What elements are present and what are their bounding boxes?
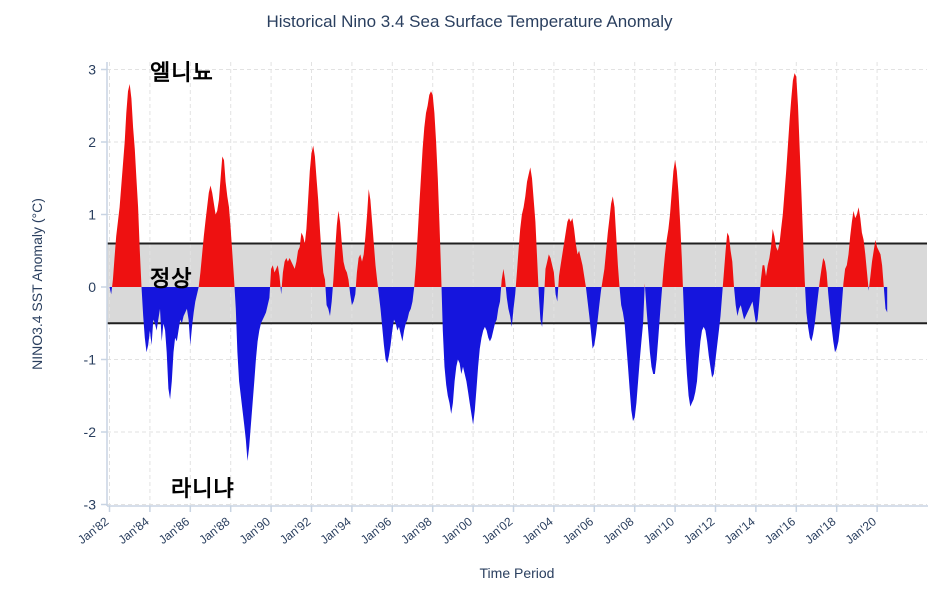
chart-title: Historical Nino 3.4 Sea Surface Temperat… — [266, 12, 673, 31]
x-tick-label: Jan'10 — [641, 514, 677, 547]
x-axis-title: Time Period — [479, 565, 555, 581]
x-tick-label: Jan'96 — [358, 514, 394, 547]
la-nina-annotation: 라니냐 — [171, 476, 235, 501]
x-tick-label: Jan'06 — [560, 514, 596, 547]
y-axis-title: NINO3.4 SST Anomaly (°C) — [29, 198, 45, 370]
x-tick-label: Jan'92 — [277, 514, 313, 547]
x-tick-label: Jan'84 — [116, 514, 152, 547]
x-tick-label: Jan'04 — [520, 514, 556, 547]
x-tick-label: Jan'12 — [681, 514, 717, 547]
y-tick-label: 3 — [88, 62, 96, 78]
x-tick-label: Jan'02 — [479, 514, 515, 547]
normal-annotation: 정상 — [150, 266, 193, 291]
x-tick-label: Jan'16 — [762, 514, 798, 547]
x-tick-label: Jan'20 — [843, 514, 879, 547]
gridlines — [107, 62, 927, 506]
x-tick-label: Jan'98 — [398, 514, 434, 547]
x-tick-label: Jan'14 — [722, 514, 758, 547]
x-tick-label: Jan'82 — [75, 514, 111, 547]
x-tick-label: Jan'18 — [802, 514, 838, 547]
y-tick-label: -3 — [84, 497, 97, 513]
la-nina-area — [109, 287, 888, 461]
x-tick-label: Jan'08 — [600, 514, 636, 547]
x-tick-label: Jan'86 — [156, 514, 192, 547]
x-tick-label: Jan'00 — [439, 514, 475, 547]
y-tick-label: -1 — [84, 352, 97, 368]
y-tick-label: 0 — [88, 279, 96, 295]
y-tick-label: 2 — [88, 134, 96, 150]
x-tick-label: Jan'90 — [237, 514, 273, 547]
el-nino-annotation: 엘니뇨 — [150, 60, 214, 85]
x-tick-label: Jan'88 — [196, 514, 232, 547]
x-tick-label: Jan'94 — [318, 514, 354, 547]
y-tick-label: 1 — [88, 207, 96, 223]
y-tick-label: -2 — [84, 424, 97, 440]
